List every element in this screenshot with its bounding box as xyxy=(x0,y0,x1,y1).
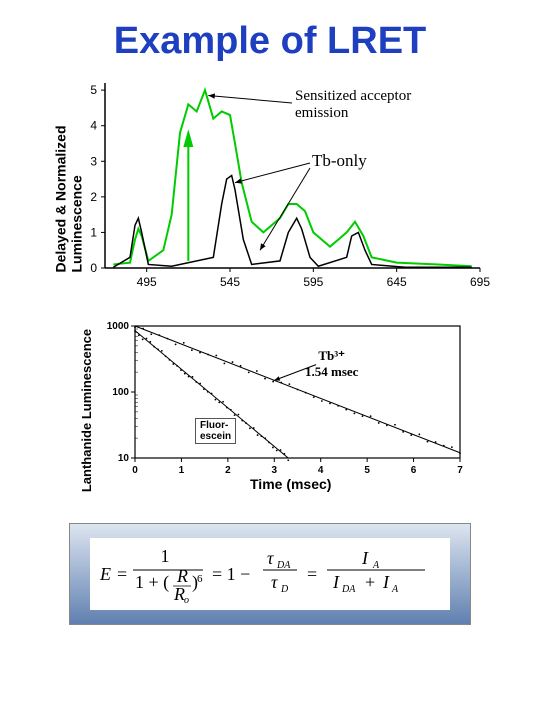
eq-6: 6 xyxy=(197,573,203,585)
svg-text:3: 3 xyxy=(90,154,97,168)
svg-text:5: 5 xyxy=(364,465,370,473)
svg-text:1: 1 xyxy=(179,465,185,473)
svg-text:10: 10 xyxy=(118,453,130,464)
svg-text:645: 645 xyxy=(387,275,407,289)
svg-text:2: 2 xyxy=(90,190,97,204)
svg-text:100: 100 xyxy=(112,387,129,398)
svg-text:2: 2 xyxy=(225,465,231,473)
svg-text:4: 4 xyxy=(318,465,324,473)
svg-text:5: 5 xyxy=(90,83,97,97)
eq-1plus: 1 + ( xyxy=(135,572,169,593)
svg-text:1: 1 xyxy=(90,225,97,239)
svg-text:6: 6 xyxy=(411,465,417,473)
chart2-ylabel: Lanthanide Luminescence xyxy=(79,329,94,492)
svg-text:695: 695 xyxy=(470,275,490,289)
slide-page: Example of LRET Delayed & Normalized Lum… xyxy=(0,0,540,720)
chart1-ylabel: Delayed & Normalized Luminescence xyxy=(53,125,85,272)
sensitized-annotation: Sensitized acceptor emission xyxy=(295,88,411,122)
eq-o: o xyxy=(184,595,189,606)
eq-subD: D xyxy=(280,584,289,595)
svg-text:7: 7 xyxy=(457,465,463,473)
eq-mid: = 1 − xyxy=(212,564,250,584)
eq-plus: + xyxy=(365,572,375,592)
eq-eq1: = xyxy=(117,564,127,584)
eq-subA: A xyxy=(372,560,380,571)
tb3-annotation: Tb³⁺ 1.54 msec xyxy=(305,348,358,380)
svg-text:3: 3 xyxy=(272,465,278,473)
eq-tauDA: τ xyxy=(267,548,274,568)
svg-text:4: 4 xyxy=(90,119,97,133)
eq-subA2: A xyxy=(391,584,399,595)
eq-eq3: = xyxy=(307,564,317,584)
equation-panel: E = 1 1 + ( R R o ) 6 = 1 − τ DA τ xyxy=(69,523,471,625)
eq-IA: I xyxy=(361,548,369,568)
eq-IDA: I xyxy=(332,572,340,592)
eq-IA2: I xyxy=(382,572,390,592)
page-title: Example of LRET xyxy=(0,0,540,73)
chart2-xlabel: Time (msec) xyxy=(250,476,331,492)
decay-chart: Lanthanide Luminescence 0123456710100100… xyxy=(90,318,470,498)
svg-text:495: 495 xyxy=(137,275,157,289)
chart2-svg: 0 1 2 3 4 5 6 7 10 100 1000 xyxy=(90,318,470,473)
eq-E: E xyxy=(99,564,111,584)
eq-subDA2: DA xyxy=(341,584,356,595)
svg-text:0: 0 xyxy=(90,261,97,275)
eq-R: R xyxy=(176,566,188,586)
tb-only-annotation: Tb-only xyxy=(312,151,367,171)
svg-text:1000: 1000 xyxy=(107,321,130,332)
eq-tauD: τ xyxy=(271,572,278,592)
eq-f1top: 1 xyxy=(161,546,170,566)
equation: E = 1 1 + ( R R o ) 6 = 1 − τ DA τ xyxy=(90,538,450,610)
svg-text:595: 595 xyxy=(303,275,323,289)
spectrum-chart: Delayed & Normalized Luminescence 012345… xyxy=(60,73,490,303)
eq-subDA: DA xyxy=(276,560,291,571)
svg-text:545: 545 xyxy=(220,275,240,289)
fluorescein-label: Fluor- escein xyxy=(195,418,236,444)
equation-svg: E = 1 1 + ( R R o ) 6 = 1 − τ DA τ xyxy=(95,542,445,607)
svg-text:0: 0 xyxy=(132,465,138,473)
chart1-svg: 0 1 2 3 4 5 495 545 595 645 695 xyxy=(60,73,490,298)
